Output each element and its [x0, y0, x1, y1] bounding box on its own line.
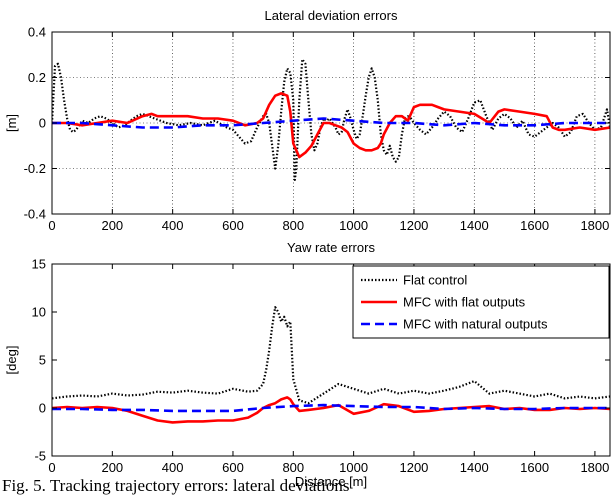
y-tick-label: 15: [32, 257, 46, 272]
x-tick-label: 1600: [520, 218, 549, 233]
y-tick-label: 10: [32, 305, 46, 320]
y-tick-label: 0.4: [28, 25, 46, 40]
x-tick-label: 800: [282, 460, 304, 475]
x-tick-label: 1000: [339, 218, 368, 233]
x-tick-label: 200: [101, 460, 123, 475]
y-tick-label: 0: [39, 401, 46, 416]
x-tick-label: 0: [48, 460, 55, 475]
x-tick-label: 1600: [520, 460, 549, 475]
y-tick-label: -0.2: [24, 161, 46, 176]
x-tick-label: 800: [282, 218, 304, 233]
legend-label: Flat control: [403, 273, 467, 288]
x-tick-label: 1800: [580, 460, 609, 475]
x-tick-label: 1200: [399, 460, 428, 475]
y-tick-label: -0.4: [24, 207, 46, 222]
x-tick-label: 1800: [580, 218, 609, 233]
legend-label: MFC with flat outputs: [403, 295, 526, 310]
series-line-mfc-with-flat-outputs: [52, 92, 610, 159]
series-line-mfc-with-natural-outputs: [52, 403, 610, 413]
legend-label: MFC with natural outputs: [403, 317, 548, 332]
x-tick-label: 1400: [460, 460, 489, 475]
y-tick-label: 5: [39, 353, 46, 368]
x-tick-label: 400: [162, 460, 184, 475]
chart-title: Lateral deviation errors: [265, 8, 398, 23]
y-tick-label: 0: [39, 116, 46, 131]
x-axis-label: Distance [m]: [295, 474, 367, 489]
y-tick-label: 0.2: [28, 70, 46, 85]
x-tick-label: 600: [222, 460, 244, 475]
x-tick-label: 1400: [460, 218, 489, 233]
y-axis-label: [deg]: [4, 346, 19, 375]
series-line-mfc-with-natural-outputs: [52, 117, 610, 129]
x-tick-label: 400: [162, 218, 184, 233]
y-axis-label: [m]: [4, 114, 19, 132]
y-tick-label: -5: [34, 449, 46, 464]
series-line-flat-control: [52, 306, 610, 405]
x-tick-label: 0: [48, 218, 55, 233]
x-tick-label: 1200: [399, 218, 428, 233]
plot-2: [51, 263, 611, 457]
series-line-mfc-with-flat-outputs: [52, 396, 610, 424]
x-tick-label: 200: [101, 218, 123, 233]
x-tick-label: 1000: [339, 460, 368, 475]
figure-caption: Fig. 5. Tracking trajectory errors: late…: [2, 476, 350, 495]
x-tick-label: 600: [222, 218, 244, 233]
chart-title: Yaw rate errors: [287, 240, 375, 255]
legend: [352, 265, 610, 339]
plot-1: [51, 31, 611, 215]
